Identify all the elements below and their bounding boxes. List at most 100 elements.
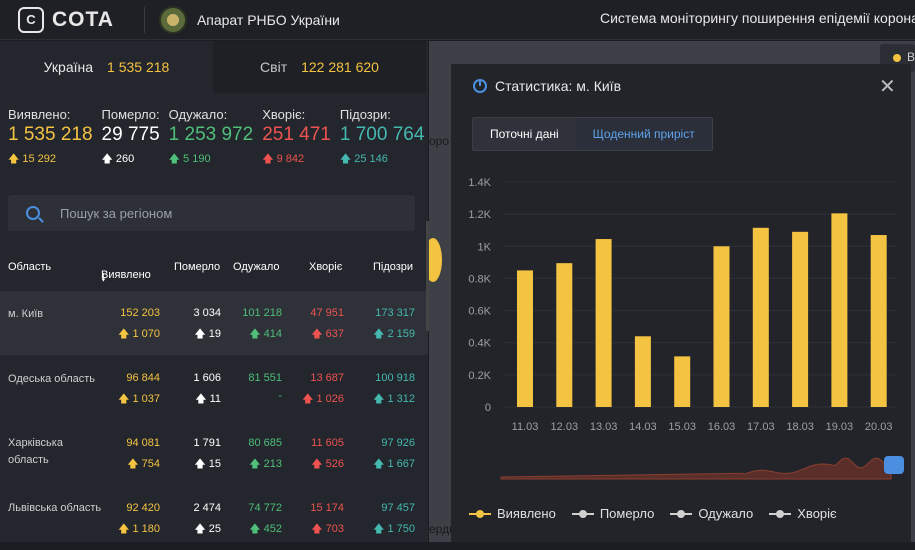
badge-text: В xyxy=(907,50,915,64)
search-input[interactable] xyxy=(60,205,380,221)
table-row[interactable]: Харківська область 94 081 🡅 754 1 791 🡅 15 80… xyxy=(0,421,428,485)
stat-delta: 🡅 25 146 xyxy=(339,153,388,165)
stat-value: 29 775 xyxy=(101,124,160,145)
row-value: 80 685 xyxy=(248,437,282,449)
logo-mark-icon: C xyxy=(18,6,44,33)
region-search[interactable] xyxy=(8,195,415,231)
table-row[interactable]: Одеська область 96 844 🡅 1 037 1 606 🡅 11 81 … xyxy=(0,356,428,420)
table-row[interactable]: Львівська область 92 420 🡅 1 180 2 474 🡅 25 7… xyxy=(0,486,428,550)
org-name: Апарат РНБО України xyxy=(196,11,340,28)
stat-label: Померло: xyxy=(101,107,160,122)
up-arrow-icon: 🡅 xyxy=(249,523,264,535)
x-tick-label: 12.03 xyxy=(551,421,579,433)
col-deaths[interactable]: Померло xyxy=(174,261,221,273)
bar xyxy=(634,336,651,407)
legend-item[interactable]: Хворіє xyxy=(769,506,837,521)
legend-item[interactable]: Одужало xyxy=(670,506,753,521)
x-tick-label: 14.03 xyxy=(629,421,657,433)
region-tabs: Україна 1 535 218 Світ 122 281 620 xyxy=(0,41,428,93)
stat-detected: Виявлено: 1 535 218 🡅 15 292 xyxy=(8,107,93,169)
bar xyxy=(831,213,848,407)
stat-suspected: Підозри: 1 700 764 🡅 25 146 xyxy=(340,107,425,169)
rnbo-brand[interactable]: Апарат РНБО України xyxy=(158,5,340,34)
stat-value: 251 471 xyxy=(262,124,331,145)
tab-world[interactable]: Світ 122 281 620 xyxy=(213,41,426,93)
row-delta: 🡅 452 xyxy=(249,523,282,535)
stat-delta: 🡅 5 190 xyxy=(168,153,211,165)
up-arrow-icon: 🡅 xyxy=(118,328,133,340)
x-tick-label: 16.03 xyxy=(708,421,736,433)
map-label-bottom: ерди xyxy=(429,522,456,536)
stat-recovered: Одужало: 1 253 972 🡅 5 190 xyxy=(169,107,254,169)
bar xyxy=(870,235,887,407)
tab-ukraine[interactable]: Україна 1 535 218 xyxy=(0,41,213,93)
row-delta: 🡅 1 180 xyxy=(118,523,160,535)
tab-current-data[interactable]: Поточні дані xyxy=(473,118,576,150)
system-title: Система моніторингу поширення епідемії к… xyxy=(600,10,915,26)
up-arrow-icon: 🡅 xyxy=(118,393,133,405)
up-arrow-icon: 🡅 xyxy=(194,458,209,470)
row-region-name: Львівська область xyxy=(8,502,102,514)
col-sick[interactable]: Хворіє xyxy=(309,261,343,273)
range-overview xyxy=(500,456,904,480)
row-value: 1 606 xyxy=(193,372,221,384)
close-icon[interactable]: ✕ xyxy=(879,76,896,98)
chart-legend: Виявлено Померло Одужало Хворіє xyxy=(469,506,853,521)
up-arrow-icon: 🡅 xyxy=(373,523,388,535)
bar xyxy=(517,270,533,407)
row-value: 94 081 xyxy=(126,437,160,449)
stat-value: 1 253 972 xyxy=(168,124,254,145)
rnbo-emblem-icon xyxy=(158,5,187,34)
legend-item[interactable]: Виявлено xyxy=(469,506,556,521)
map-label-top: оро xyxy=(429,134,450,148)
table-row[interactable]: м. Київ 152 203 🡅 1 070 3 034 🡅 19 101 218 🡅 4… xyxy=(0,291,428,355)
daily-chart: 0 0.2K 0.4K 0.6K 0.8K 1K 1.2K 1.4K 11.03 12.03 13.… xyxy=(468,177,904,480)
row-delta: 🡅 526 xyxy=(311,458,344,470)
chart-mode-toggle: Поточні дані Щоденний приріст xyxy=(472,117,713,151)
row-value: 81 551 xyxy=(248,372,282,384)
col-suspected[interactable]: Підозри xyxy=(373,261,414,273)
up-arrow-icon: 🡅 xyxy=(194,328,209,340)
row-region-name: м. Київ xyxy=(8,308,44,320)
row-value: 97 926 xyxy=(381,437,415,449)
legend-item[interactable]: Померло xyxy=(571,506,654,521)
up-arrow-icon: 🡅 xyxy=(373,328,388,340)
row-delta: 🡅 11 xyxy=(195,393,221,405)
row-value: 1 791 xyxy=(193,437,221,449)
up-arrow-icon: 🡅 xyxy=(249,458,264,470)
cota-logo[interactable]: C COTA xyxy=(18,6,114,33)
search-icon xyxy=(26,206,40,220)
scrollbar[interactable] xyxy=(426,221,429,331)
row-value: 74 772 xyxy=(248,502,282,514)
stat-label: Одужало: xyxy=(168,107,228,122)
row-value: 97 457 xyxy=(381,502,415,514)
tab-world-label: Світ xyxy=(260,59,288,75)
row-value: 2 474 xyxy=(193,502,221,514)
badge-dot-icon xyxy=(893,54,901,62)
sort-arrow-icon: 🠗 xyxy=(101,272,106,284)
row-delta: 🡅 2 159 xyxy=(373,328,415,340)
stat-sick: Хворіє: 251 471 🡅 9 842 xyxy=(262,107,331,169)
col-region[interactable]: Область xyxy=(8,261,52,273)
row-region-name: Харківська область xyxy=(8,437,63,466)
col-recovered[interactable]: Одужало xyxy=(233,261,280,273)
row-value: 3 034 xyxy=(193,307,221,319)
range-handle[interactable] xyxy=(884,456,904,474)
stat-delta: 🡅 15 292 xyxy=(8,153,57,165)
legend-marker-icon xyxy=(469,509,491,519)
row-delta: 🡅 213 xyxy=(249,458,282,470)
legend-label: Хворіє xyxy=(797,506,837,521)
row-value: 152 203 xyxy=(120,307,160,319)
panel-title: Статистика: м. Київ xyxy=(473,78,621,94)
up-arrow-icon: 🡅 xyxy=(373,458,388,470)
stats-panel: Статистика: м. Київ ✕ Поточні дані Щоден… xyxy=(451,64,911,542)
row-value: 92 420 xyxy=(126,502,160,514)
overview-area xyxy=(500,457,892,480)
y-tick-label: 1K xyxy=(478,241,492,253)
y-tick-label: 0.6K xyxy=(468,306,491,318)
tab-daily-growth[interactable]: Щоденний приріст xyxy=(575,118,712,150)
row-delta: 🡅 1 037 xyxy=(118,393,160,405)
up-arrow-icon: 🡅 xyxy=(311,328,326,340)
x-tick-label: 19.03 xyxy=(826,421,854,433)
row-delta: 🡅 754 xyxy=(127,458,160,470)
